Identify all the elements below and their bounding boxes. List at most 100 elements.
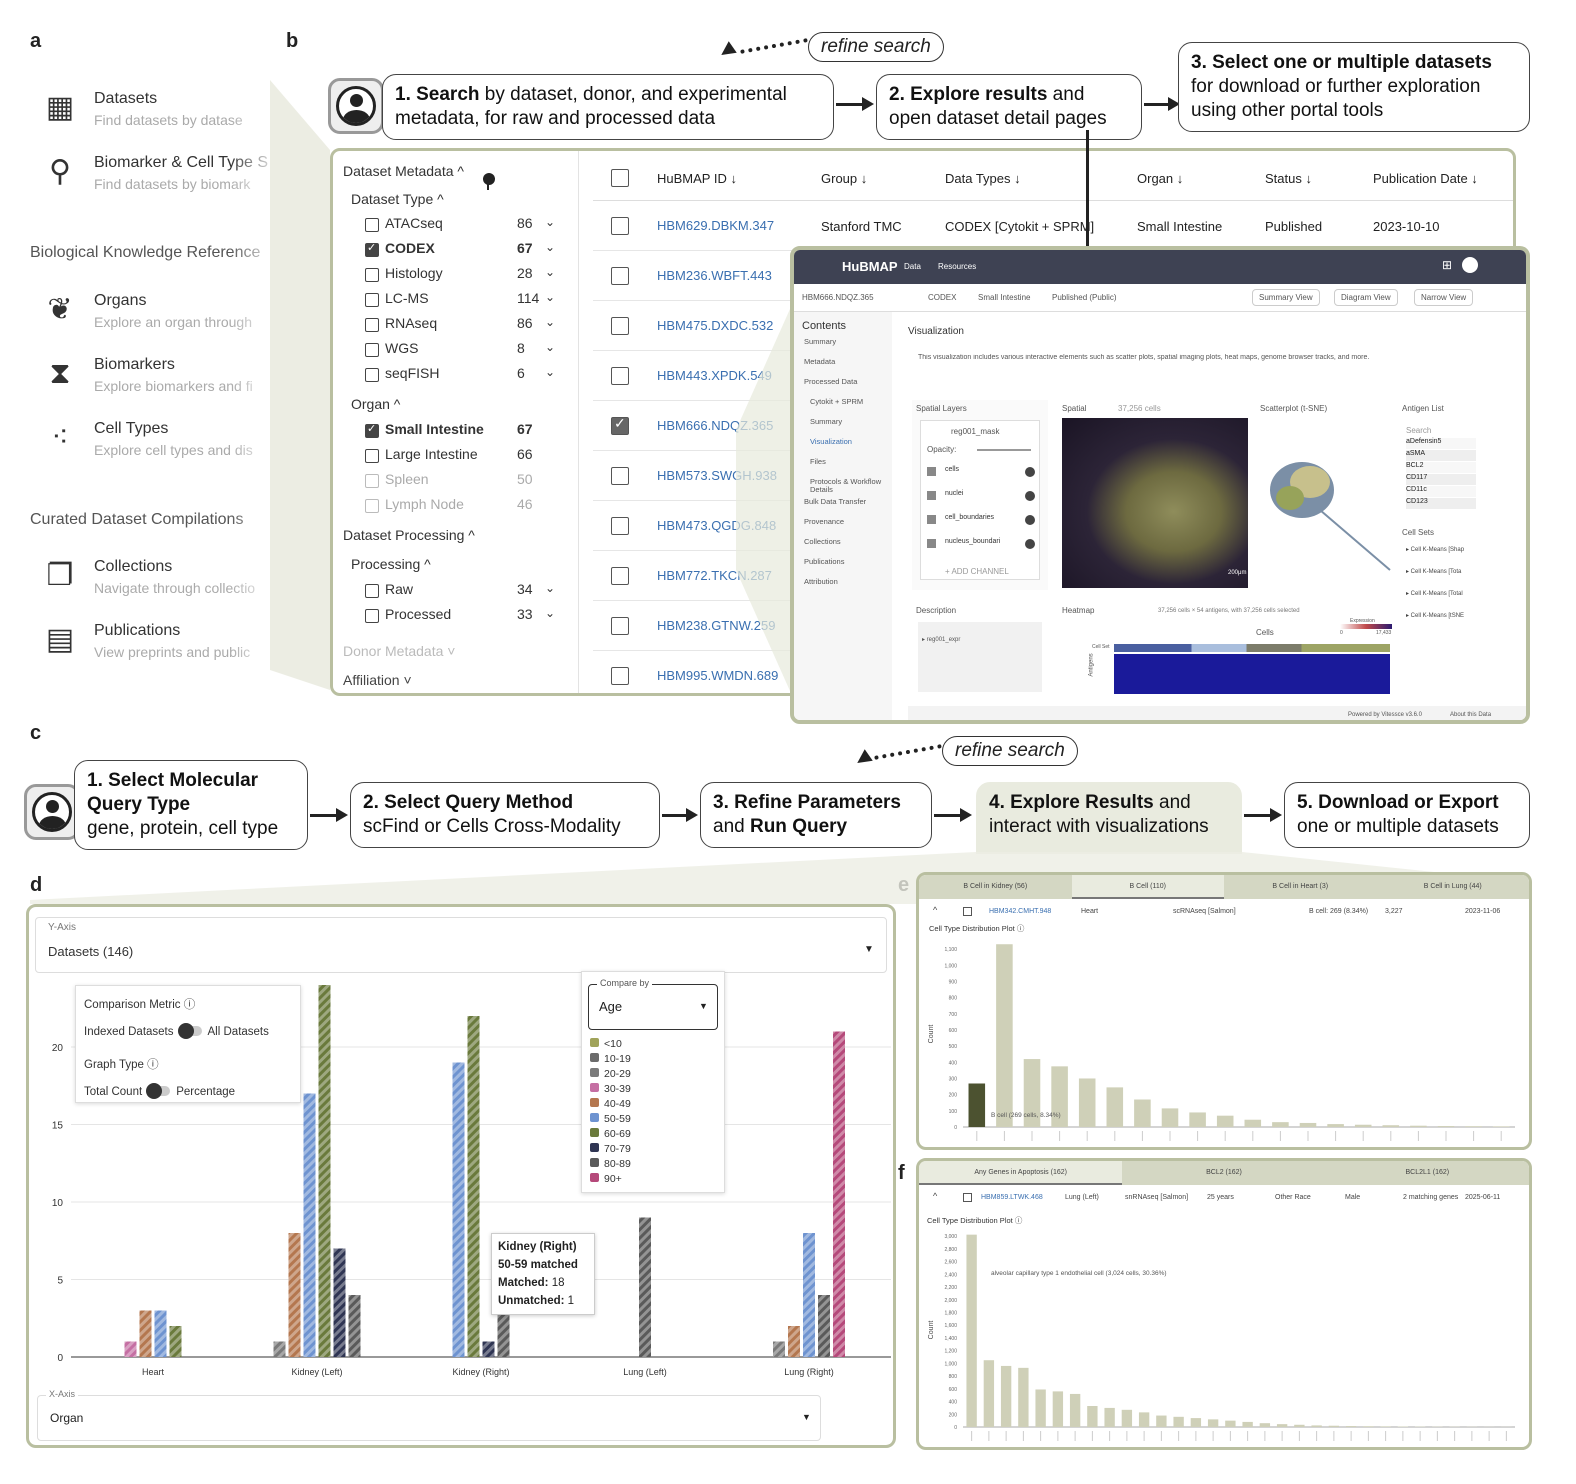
summary-view-button[interactable]: Summary View (1252, 289, 1320, 306)
nav-item-datasets[interactable]: ▦ Datasets Find datasets by datase (40, 88, 243, 130)
toc-item[interactable]: Processed Data (804, 377, 858, 386)
add-channel-button[interactable]: + ADD CHANNEL (945, 567, 1009, 576)
facet-option[interactable]: Histology 28 ⌄ (365, 265, 565, 285)
facet-dataset-processing[interactable]: Dataset Processing ^ (343, 527, 475, 543)
table-row[interactable]: HBM995.WMDN.689 (593, 651, 1513, 693)
toc-item[interactable]: Cytokit + SPRM (810, 397, 864, 406)
col-publication-date[interactable]: Publication Date ↓ (1373, 171, 1478, 186)
opacity-slider[interactable] (977, 449, 1031, 451)
nav-item-publications[interactable]: ▤ Publications View preprints and public (40, 620, 250, 662)
legend-entry[interactable]: 10-19 (590, 1053, 631, 1065)
tsne-plot[interactable] (1260, 430, 1396, 580)
row-cell[interactable]: HBM342.CMHT.948 (989, 908, 1052, 915)
facet-option[interactable]: seqFISH 6 ⌄ (365, 365, 565, 385)
result-tab[interactable]: B Cell (110) (1071, 875, 1224, 899)
facet-dataset-metadata[interactable]: Dataset Metadata ^ (343, 163, 464, 179)
chevron-down-icon[interactable]: ⌄ (545, 581, 556, 595)
facet-option[interactable]: Lymph Node 46 (365, 496, 565, 516)
row-checkbox[interactable] (611, 617, 629, 635)
toc-item[interactable]: Summary (810, 417, 843, 426)
checkbox[interactable] (365, 474, 379, 488)
checkbox[interactable] (365, 584, 379, 598)
legend-entry[interactable]: <10 (590, 1038, 622, 1050)
checkbox[interactable] (365, 368, 379, 382)
result-tab[interactable]: BCL2 (162) (1206, 1169, 1242, 1176)
toc-item[interactable]: Metadata (804, 357, 836, 366)
account-icon[interactable] (1462, 257, 1478, 273)
checkbox[interactable]: ✓ (365, 423, 379, 438)
legend-entry[interactable]: 90+ (590, 1173, 622, 1185)
nav-item-biomarkers[interactable]: ⧗ Biomarkers Explore biomarkers and fi (40, 354, 252, 396)
toc-item[interactable]: Attribution (804, 577, 838, 586)
chevron-down-icon[interactable]: ⌄ (545, 315, 556, 329)
nav-item-collections[interactable]: ❐ Collections Navigate through collectio (40, 556, 256, 598)
row-checkbox[interactable] (611, 267, 629, 285)
channel-row[interactable]: nucleus_boundari (927, 537, 1035, 553)
table-row[interactable]: HBM629.DBKM.347 (593, 201, 1513, 251)
cell-set-item[interactable]: ▸ Cell K-Means [tSNE (1406, 613, 1465, 619)
cell-set-item[interactable]: ▸ Cell K-Means [Shap (1406, 547, 1465, 553)
row-cell[interactable]: HBM859.LTWK.468 (981, 1194, 1043, 1201)
chevron-down-icon[interactable]: ⌄ (545, 215, 556, 229)
checkbox[interactable]: ✓ (365, 242, 379, 257)
antigen-item[interactable]: CD117 (1406, 474, 1476, 485)
table-row[interactable]: Stanford TMC CODEX [Cytokit + SPRM] Smal… (593, 201, 1513, 251)
nav-item-biomarker-search[interactable]: ⚲ Biomarker & Cell Type S Find datasets b… (40, 152, 268, 194)
row-checkbox[interactable] (963, 1193, 972, 1202)
hubmap-id-link[interactable]: HBM238.GTNW.259 (657, 618, 776, 633)
chevron-down-icon[interactable]: ⌄ (545, 606, 556, 620)
antigen-item[interactable]: CD11c (1406, 486, 1476, 497)
row-checkbox[interactable] (963, 907, 972, 916)
row-checkbox[interactable]: ✓ (611, 415, 629, 435)
chevron-down-icon[interactable]: ⌄ (545, 340, 556, 354)
facet-processing[interactable]: Processing ^ (351, 556, 431, 572)
facet-option[interactable]: Large Intestine 66 (365, 446, 565, 466)
apps-grid-icon[interactable]: ⊞ (1442, 258, 1453, 272)
legend-entry[interactable]: 20-29 (590, 1068, 631, 1080)
checkbox[interactable] (927, 491, 936, 500)
expand-icon[interactable]: ^ (933, 905, 938, 915)
narrow-view-button[interactable]: Narrow View (1414, 289, 1474, 306)
col-organ[interactable]: Organ ↓ (1137, 171, 1184, 186)
checkbox[interactable] (365, 609, 379, 623)
toc-item[interactable]: Files (810, 457, 826, 466)
hubmap-id-link[interactable]: HBM995.WMDN.689 (657, 668, 779, 683)
facet-option[interactable]: ✓ Small Intestine 67 (365, 421, 565, 441)
chevron-down-icon[interactable]: ⌄ (545, 240, 556, 254)
antigen-item[interactable]: aSMA (1406, 450, 1476, 461)
result-tab[interactable]: B Cell in Kidney (56) (963, 883, 1028, 890)
about-data-link[interactable]: About this Data (1450, 712, 1492, 718)
row-checkbox[interactable] (611, 367, 629, 385)
cell-set-item[interactable]: ▸ Cell K-Means [Total (1406, 591, 1463, 597)
expand-icon[interactable]: ^ (933, 1191, 938, 1201)
remove-icon[interactable] (1025, 515, 1035, 525)
vitessce-credit[interactable]: Powered by Vitessce v3.6.0 (1348, 712, 1422, 718)
toc-item[interactable]: Protocols & Workflow Details (810, 477, 882, 494)
row-checkbox[interactable] (611, 217, 629, 235)
facet-option[interactable]: Raw 34 ⌄ (365, 581, 565, 601)
toc-item[interactable]: Provenance (804, 517, 845, 526)
spatial-image[interactable] (1062, 418, 1248, 588)
checkbox[interactable] (365, 449, 379, 463)
chevron-down-icon[interactable]: ⌄ (545, 265, 556, 279)
checkbox[interactable] (927, 539, 936, 548)
metric-toggle[interactable] (177, 1023, 202, 1039)
row-checkbox[interactable] (611, 517, 629, 535)
metric-toggle-row[interactable]: Indexed Datasets All Datasets (84, 1023, 269, 1039)
row-checkbox[interactable] (611, 667, 629, 685)
channel-row[interactable]: cell_boundaries (927, 513, 1035, 529)
col-hubmap-id[interactable]: HuBMAP ID ↓ (657, 171, 737, 186)
legend-entry[interactable]: 70-79 (590, 1143, 631, 1155)
organ-age-bar-chart[interactable]: 0 5 10 15 20 Heart Kidney (Left) Kidney (Right)… (29, 977, 899, 1377)
toc-item[interactable]: Summary (804, 337, 837, 346)
antigen-item[interactable]: aDefensin5 (1406, 438, 1476, 449)
facet-dataset-type[interactable]: Dataset Type ^ (351, 191, 444, 207)
legend-entry[interactable]: 60-69 (590, 1128, 631, 1140)
checkbox[interactable] (365, 318, 379, 332)
select-all-checkbox[interactable] (611, 169, 629, 187)
toc-item[interactable]: Collections (804, 537, 841, 546)
antigen-search[interactable]: Search (1406, 426, 1432, 435)
chevron-down-icon[interactable]: ⌄ (545, 365, 556, 379)
result-tab[interactable]: BCL2L1 (162) (1405, 1169, 1450, 1176)
antigen-item[interactable]: CD123 (1406, 498, 1476, 509)
